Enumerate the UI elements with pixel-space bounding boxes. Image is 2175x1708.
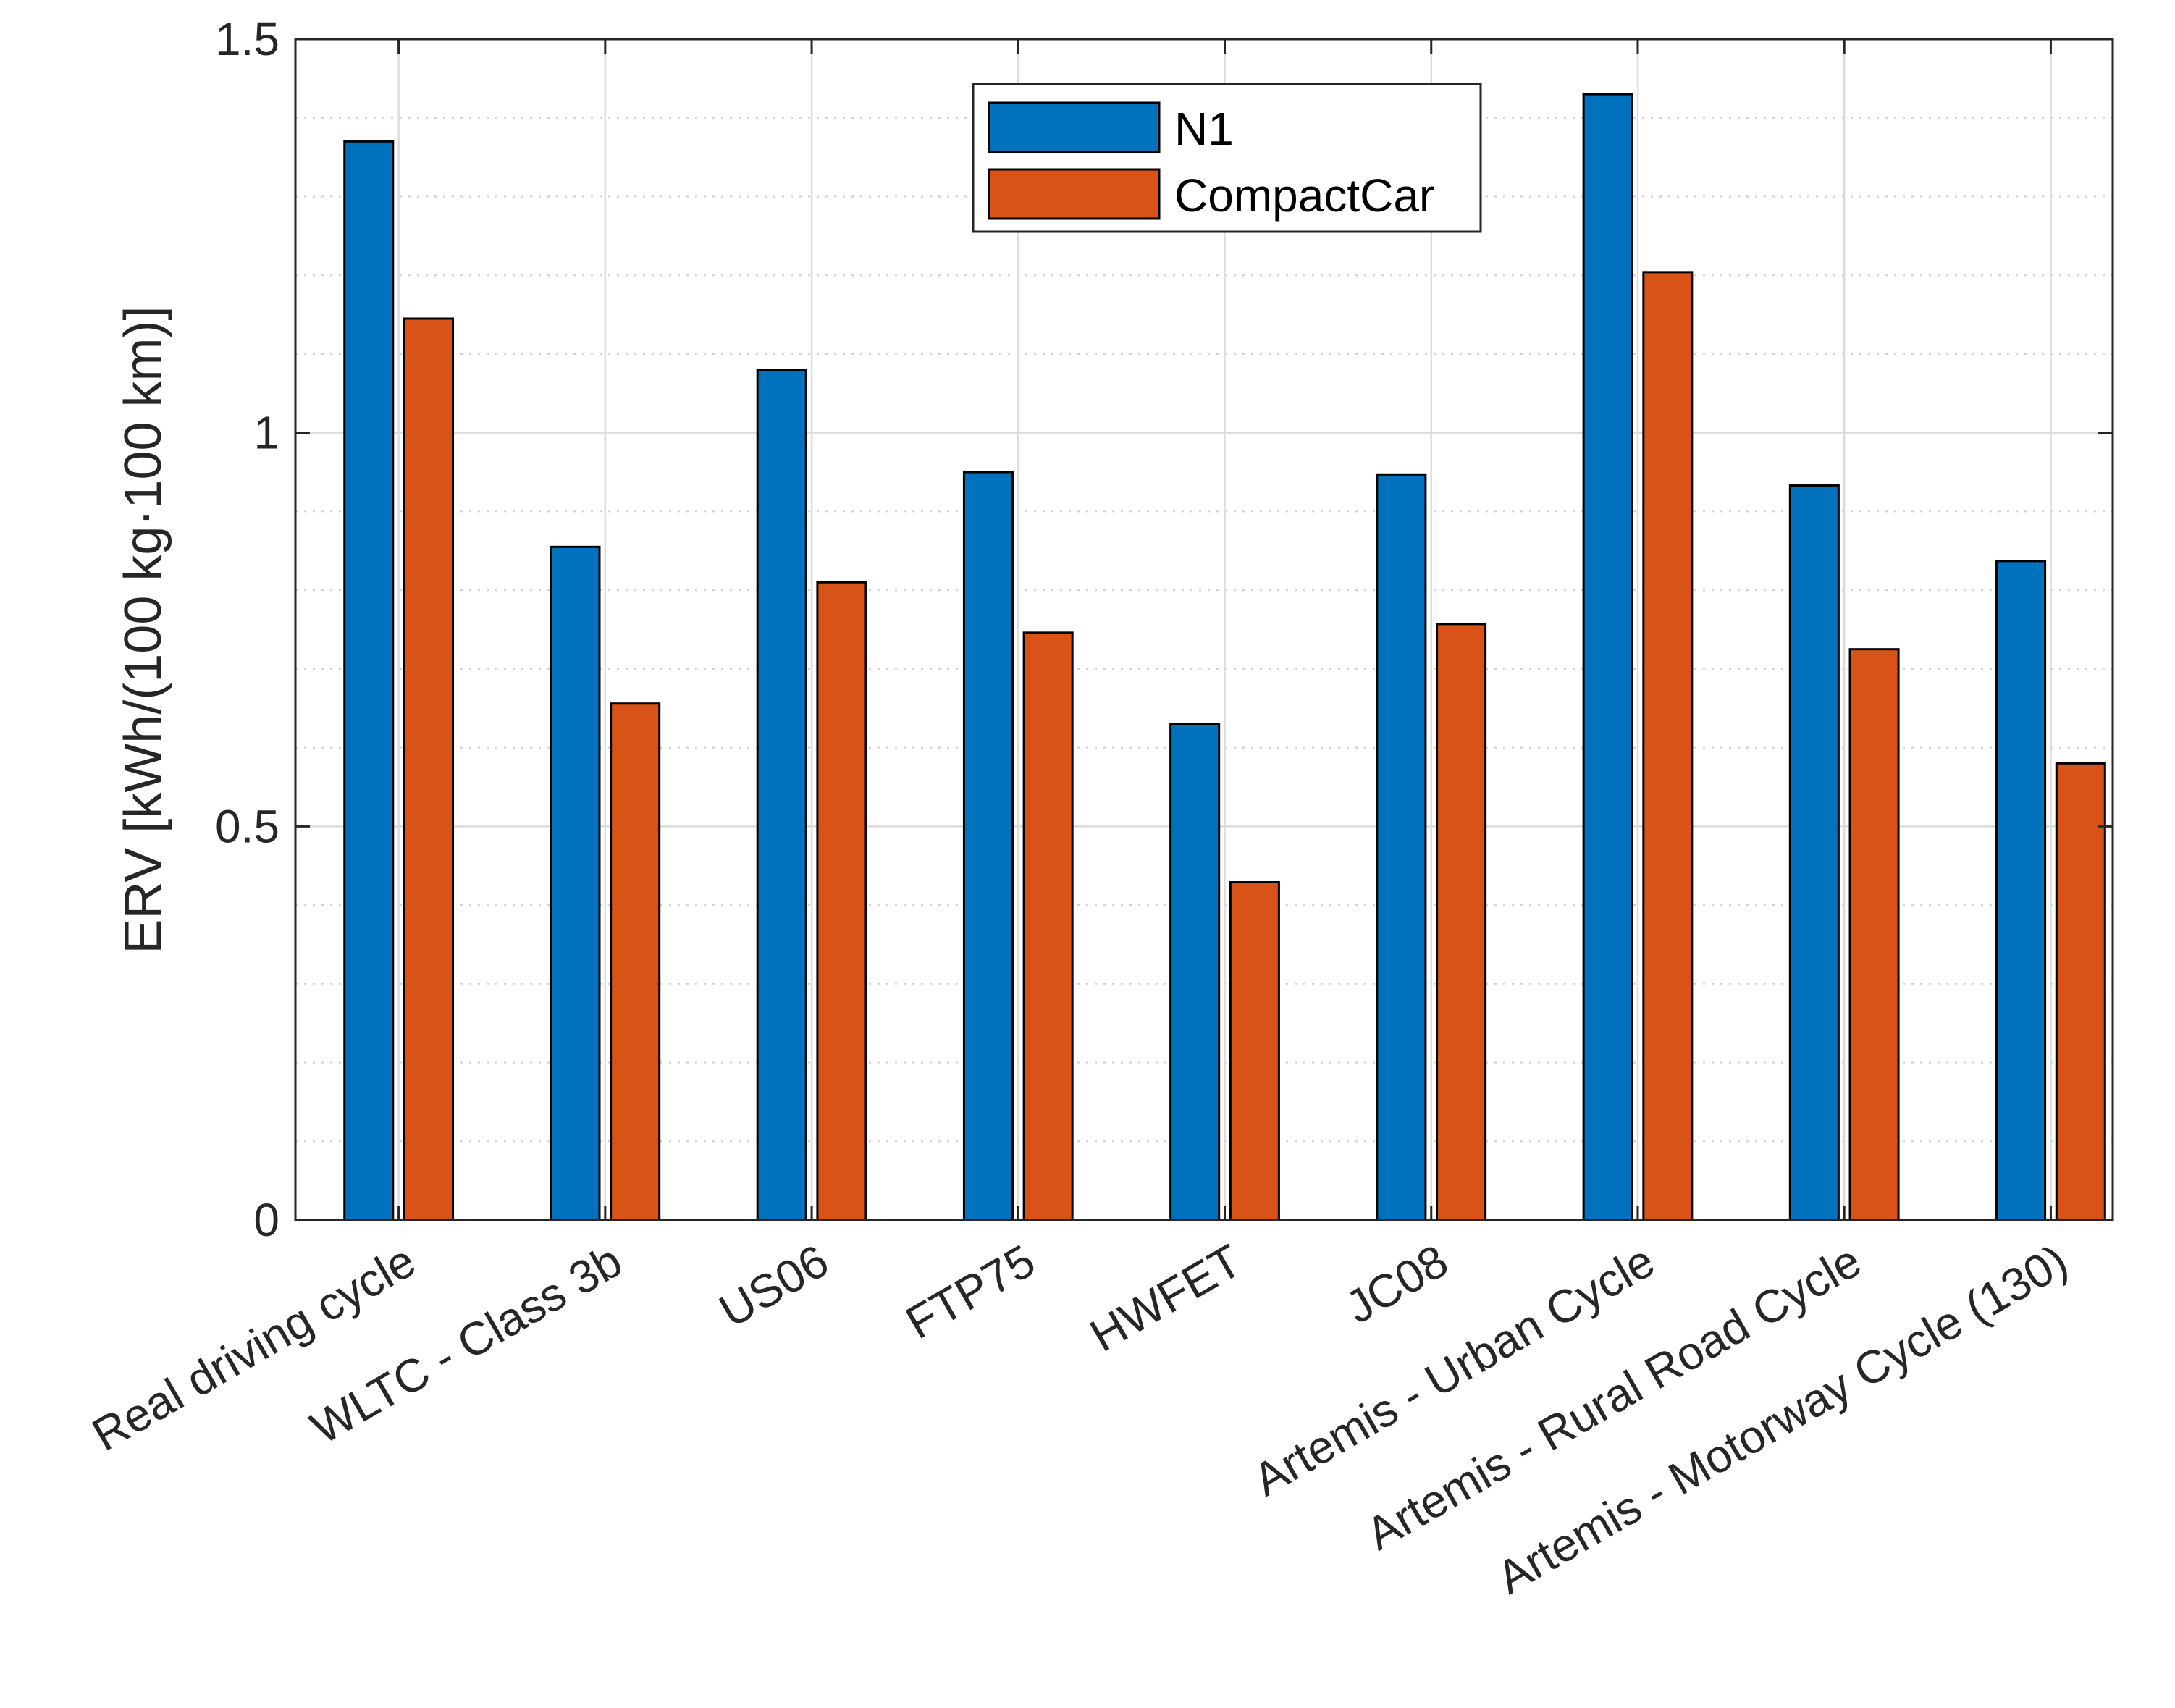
- bar-compactcar: [403, 317, 454, 1221]
- bar-n1: [550, 545, 601, 1221]
- legend-label-compactcar: CompactCar: [1174, 169, 1434, 222]
- bar-n1: [962, 471, 1014, 1221]
- legend-swatch-compactcar: [988, 168, 1161, 220]
- bar-n1: [1582, 93, 1633, 1221]
- bar-n1: [1995, 560, 2047, 1221]
- bar-n1: [343, 140, 395, 1221]
- x-tick-label: JC08: [1337, 1234, 1456, 1334]
- bars: [343, 93, 2106, 1221]
- y-tick-label: 0: [253, 1194, 279, 1246]
- bar-compactcar: [1642, 271, 1694, 1221]
- x-tick-label: US06: [710, 1234, 837, 1337]
- bar-n1: [756, 369, 807, 1221]
- legend-swatch-n1: [988, 101, 1161, 153]
- bar-compactcar: [1229, 881, 1280, 1221]
- y-tick-label: 0.5: [215, 800, 279, 852]
- legend: N1 CompactCar: [972, 83, 1482, 233]
- bar-compactcar: [816, 581, 867, 1221]
- bar-n1: [1169, 723, 1221, 1221]
- bar-compactcar: [610, 702, 661, 1221]
- bar-n1: [1376, 473, 1427, 1221]
- bar-compactcar: [2055, 762, 2106, 1221]
- x-tick-label: HWFET: [1082, 1234, 1250, 1362]
- bar-compactcar: [1848, 648, 1900, 1221]
- bar-n1: [1788, 484, 1840, 1221]
- y-tick-label: 1.5: [215, 13, 279, 65]
- y-axis-label: ERV [kWh/(100 kg·100 km)]: [114, 306, 172, 954]
- plot-frame: [294, 38, 2114, 1221]
- bar-compactcar: [1436, 623, 1487, 1221]
- legend-label-n1: N1: [1174, 103, 1234, 155]
- bar-compactcar: [1022, 631, 1074, 1221]
- x-tick-label: FTP75: [897, 1234, 1043, 1349]
- y-tick-label: 1: [253, 407, 279, 459]
